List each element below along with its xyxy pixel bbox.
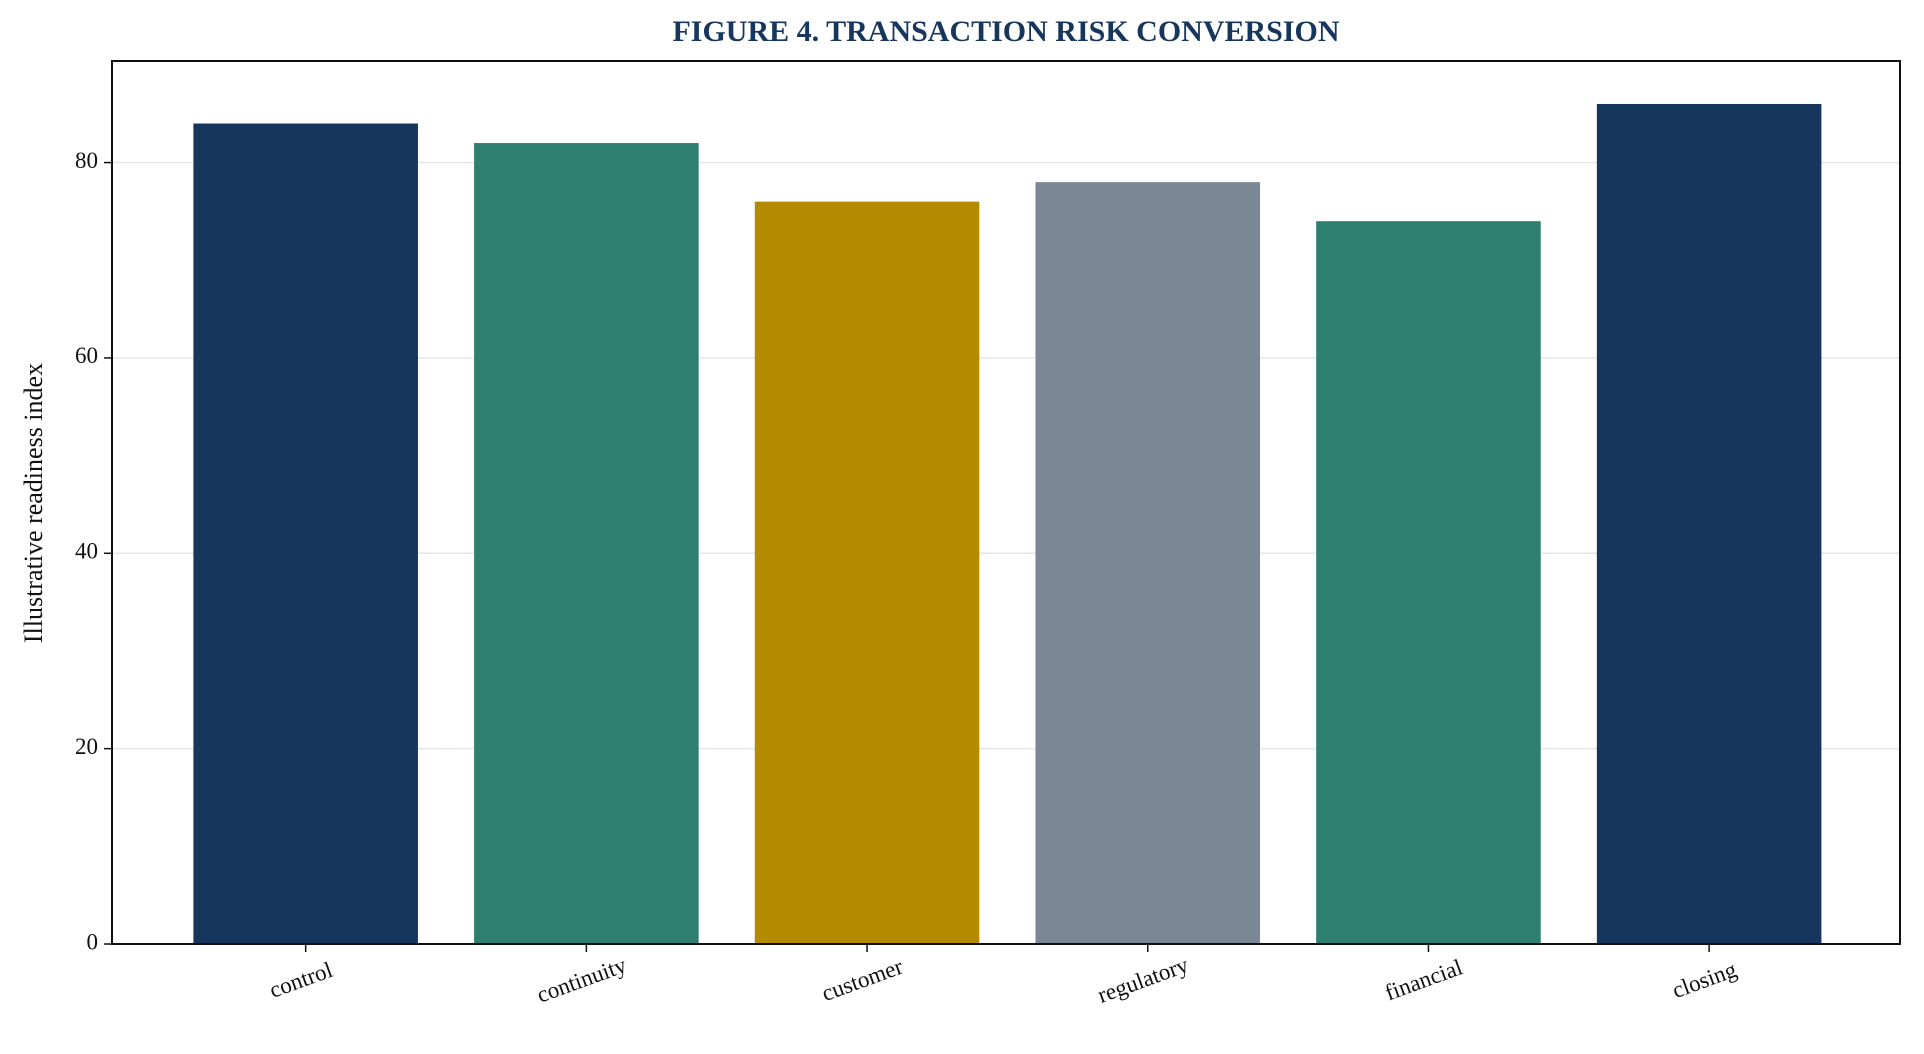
- x-tick-label: regulatory: [1094, 952, 1192, 1008]
- plot-frame: [111, 60, 1901, 945]
- x-tick-label: financial: [1382, 954, 1466, 1005]
- bar: [1035, 182, 1261, 944]
- y-axis-label: Illustrative readiness index: [19, 363, 48, 643]
- y-tick-label: 0: [87, 929, 99, 954]
- y-tick-label: 60: [75, 343, 98, 368]
- bar: [474, 143, 699, 944]
- y-tick-label: 40: [75, 539, 98, 564]
- bar: [1316, 221, 1541, 945]
- chart-title: FIGURE 4. TRANSACTION RISK CONVERSION: [672, 15, 1339, 48]
- bar: [1596, 103, 1822, 944]
- y-tick-label: 20: [75, 734, 98, 759]
- bar: [193, 123, 418, 944]
- x-tick-label: continuity: [534, 952, 631, 1008]
- bar: [754, 201, 980, 945]
- x-tick-label: control: [266, 957, 336, 1003]
- x-tick-label: customer: [818, 954, 906, 1006]
- y-tick-label: 80: [75, 148, 98, 173]
- x-tick-label: closing: [1669, 957, 1740, 1003]
